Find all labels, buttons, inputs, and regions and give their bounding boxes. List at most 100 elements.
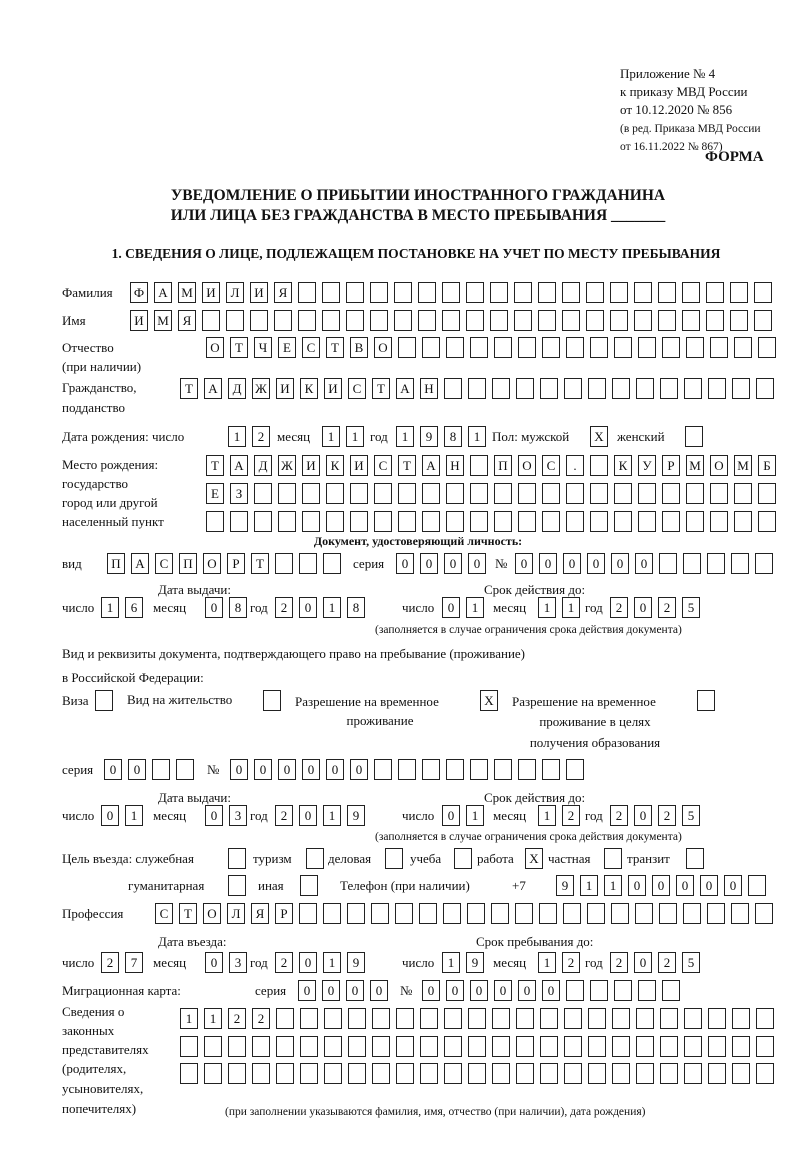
char-box[interactable]: 2 [275, 952, 293, 973]
char-box[interactable]: 5 [682, 952, 700, 973]
char-box[interactable] [396, 1063, 414, 1084]
char-box[interactable] [490, 282, 508, 303]
char-box[interactable]: 2 [228, 1008, 246, 1029]
char-box[interactable] [756, 1008, 774, 1029]
char-box[interactable]: К [614, 455, 632, 476]
char-box[interactable]: И [324, 378, 342, 399]
char-box[interactable]: 2 [610, 597, 628, 618]
char-box[interactable] [566, 511, 584, 532]
char-box[interactable] [731, 553, 749, 574]
char-box[interactable] [756, 378, 774, 399]
char-box[interactable]: 9 [347, 952, 365, 973]
char-box[interactable] [588, 1063, 606, 1084]
char-box[interactable] [515, 903, 533, 924]
char-box[interactable] [254, 511, 272, 532]
char-box[interactable] [494, 511, 512, 532]
char-box[interactable] [634, 310, 652, 331]
char-box[interactable]: 0 [205, 597, 223, 618]
char-box[interactable]: Т [230, 337, 248, 358]
char-box[interactable]: И [202, 282, 220, 303]
char-box[interactable] [734, 337, 752, 358]
char-box[interactable] [710, 511, 728, 532]
char-box[interactable]: 0 [563, 553, 581, 574]
char-box[interactable] [662, 337, 680, 358]
char-box[interactable] [398, 759, 416, 780]
char-box[interactable] [254, 483, 272, 504]
char-box[interactable] [542, 511, 560, 532]
char-box[interactable] [370, 310, 388, 331]
char-box[interactable] [470, 483, 488, 504]
char-box[interactable] [542, 759, 560, 780]
char-box[interactable] [470, 455, 488, 476]
char-box[interactable]: Ч [254, 337, 272, 358]
char-box[interactable]: 5 [682, 597, 700, 618]
char-box[interactable]: Д [228, 378, 246, 399]
char-box[interactable] [662, 980, 680, 1001]
char-box[interactable]: 1 [228, 426, 246, 447]
char-box[interactable] [586, 310, 604, 331]
char-box[interactable] [590, 483, 608, 504]
char-box[interactable] [588, 378, 606, 399]
char-box[interactable] [374, 483, 392, 504]
char-box[interactable] [755, 903, 773, 924]
char-box[interactable]: 0 [370, 980, 388, 1001]
char-box[interactable]: 0 [634, 805, 652, 826]
char-box[interactable] [612, 1036, 630, 1057]
char-box[interactable]: 1 [538, 597, 556, 618]
char-box[interactable]: 1 [580, 875, 598, 896]
char-box[interactable] [444, 1063, 462, 1084]
char-box[interactable] [612, 1008, 630, 1029]
char-box[interactable] [658, 282, 676, 303]
char-box[interactable] [638, 483, 656, 504]
char-box[interactable]: 0 [628, 875, 646, 896]
char-box[interactable] [176, 759, 194, 780]
char-box[interactable]: 1 [323, 597, 341, 618]
char-box[interactable] [204, 1063, 222, 1084]
char-box[interactable] [372, 1008, 390, 1029]
purpose-transit-checkbox[interactable] [686, 848, 704, 869]
char-box[interactable]: С [374, 455, 392, 476]
char-box[interactable] [300, 1036, 318, 1057]
char-box[interactable] [348, 1036, 366, 1057]
char-box[interactable] [708, 1008, 726, 1029]
char-box[interactable] [539, 903, 557, 924]
char-box[interactable]: П [107, 553, 125, 574]
char-box[interactable] [275, 553, 293, 574]
char-box[interactable]: М [734, 455, 752, 476]
char-box[interactable]: 0 [539, 553, 557, 574]
char-box[interactable]: 0 [468, 553, 486, 574]
char-box[interactable] [514, 282, 532, 303]
char-box[interactable] [323, 553, 341, 574]
char-box[interactable] [444, 378, 462, 399]
char-box[interactable] [490, 310, 508, 331]
char-box[interactable] [708, 1036, 726, 1057]
char-box[interactable]: Н [420, 378, 438, 399]
char-box[interactable]: 0 [634, 952, 652, 973]
char-box[interactable]: 0 [101, 805, 119, 826]
temp-edu-checkbox[interactable] [697, 690, 715, 711]
char-box[interactable] [564, 1063, 582, 1084]
char-box[interactable] [346, 310, 364, 331]
char-box[interactable] [494, 483, 512, 504]
char-box[interactable] [276, 1063, 294, 1084]
char-box[interactable]: П [179, 553, 197, 574]
char-box[interactable] [660, 1063, 678, 1084]
char-box[interactable]: 0 [254, 759, 272, 780]
char-box[interactable] [278, 483, 296, 504]
char-box[interactable]: 2 [610, 952, 628, 973]
char-box[interactable]: 0 [470, 980, 488, 1001]
char-box[interactable]: Б [758, 455, 776, 476]
char-box[interactable]: О [203, 553, 221, 574]
char-box[interactable] [732, 378, 750, 399]
char-box[interactable]: Ф [130, 282, 148, 303]
char-box[interactable]: 1 [125, 805, 143, 826]
char-box[interactable] [324, 1063, 342, 1084]
char-box[interactable]: 6 [125, 597, 143, 618]
char-box[interactable] [468, 1063, 486, 1084]
char-box[interactable]: Т [180, 378, 198, 399]
char-box[interactable] [660, 1008, 678, 1029]
char-box[interactable] [374, 511, 392, 532]
char-box[interactable]: С [155, 553, 173, 574]
char-box[interactable]: В [350, 337, 368, 358]
char-box[interactable]: 0 [205, 952, 223, 973]
